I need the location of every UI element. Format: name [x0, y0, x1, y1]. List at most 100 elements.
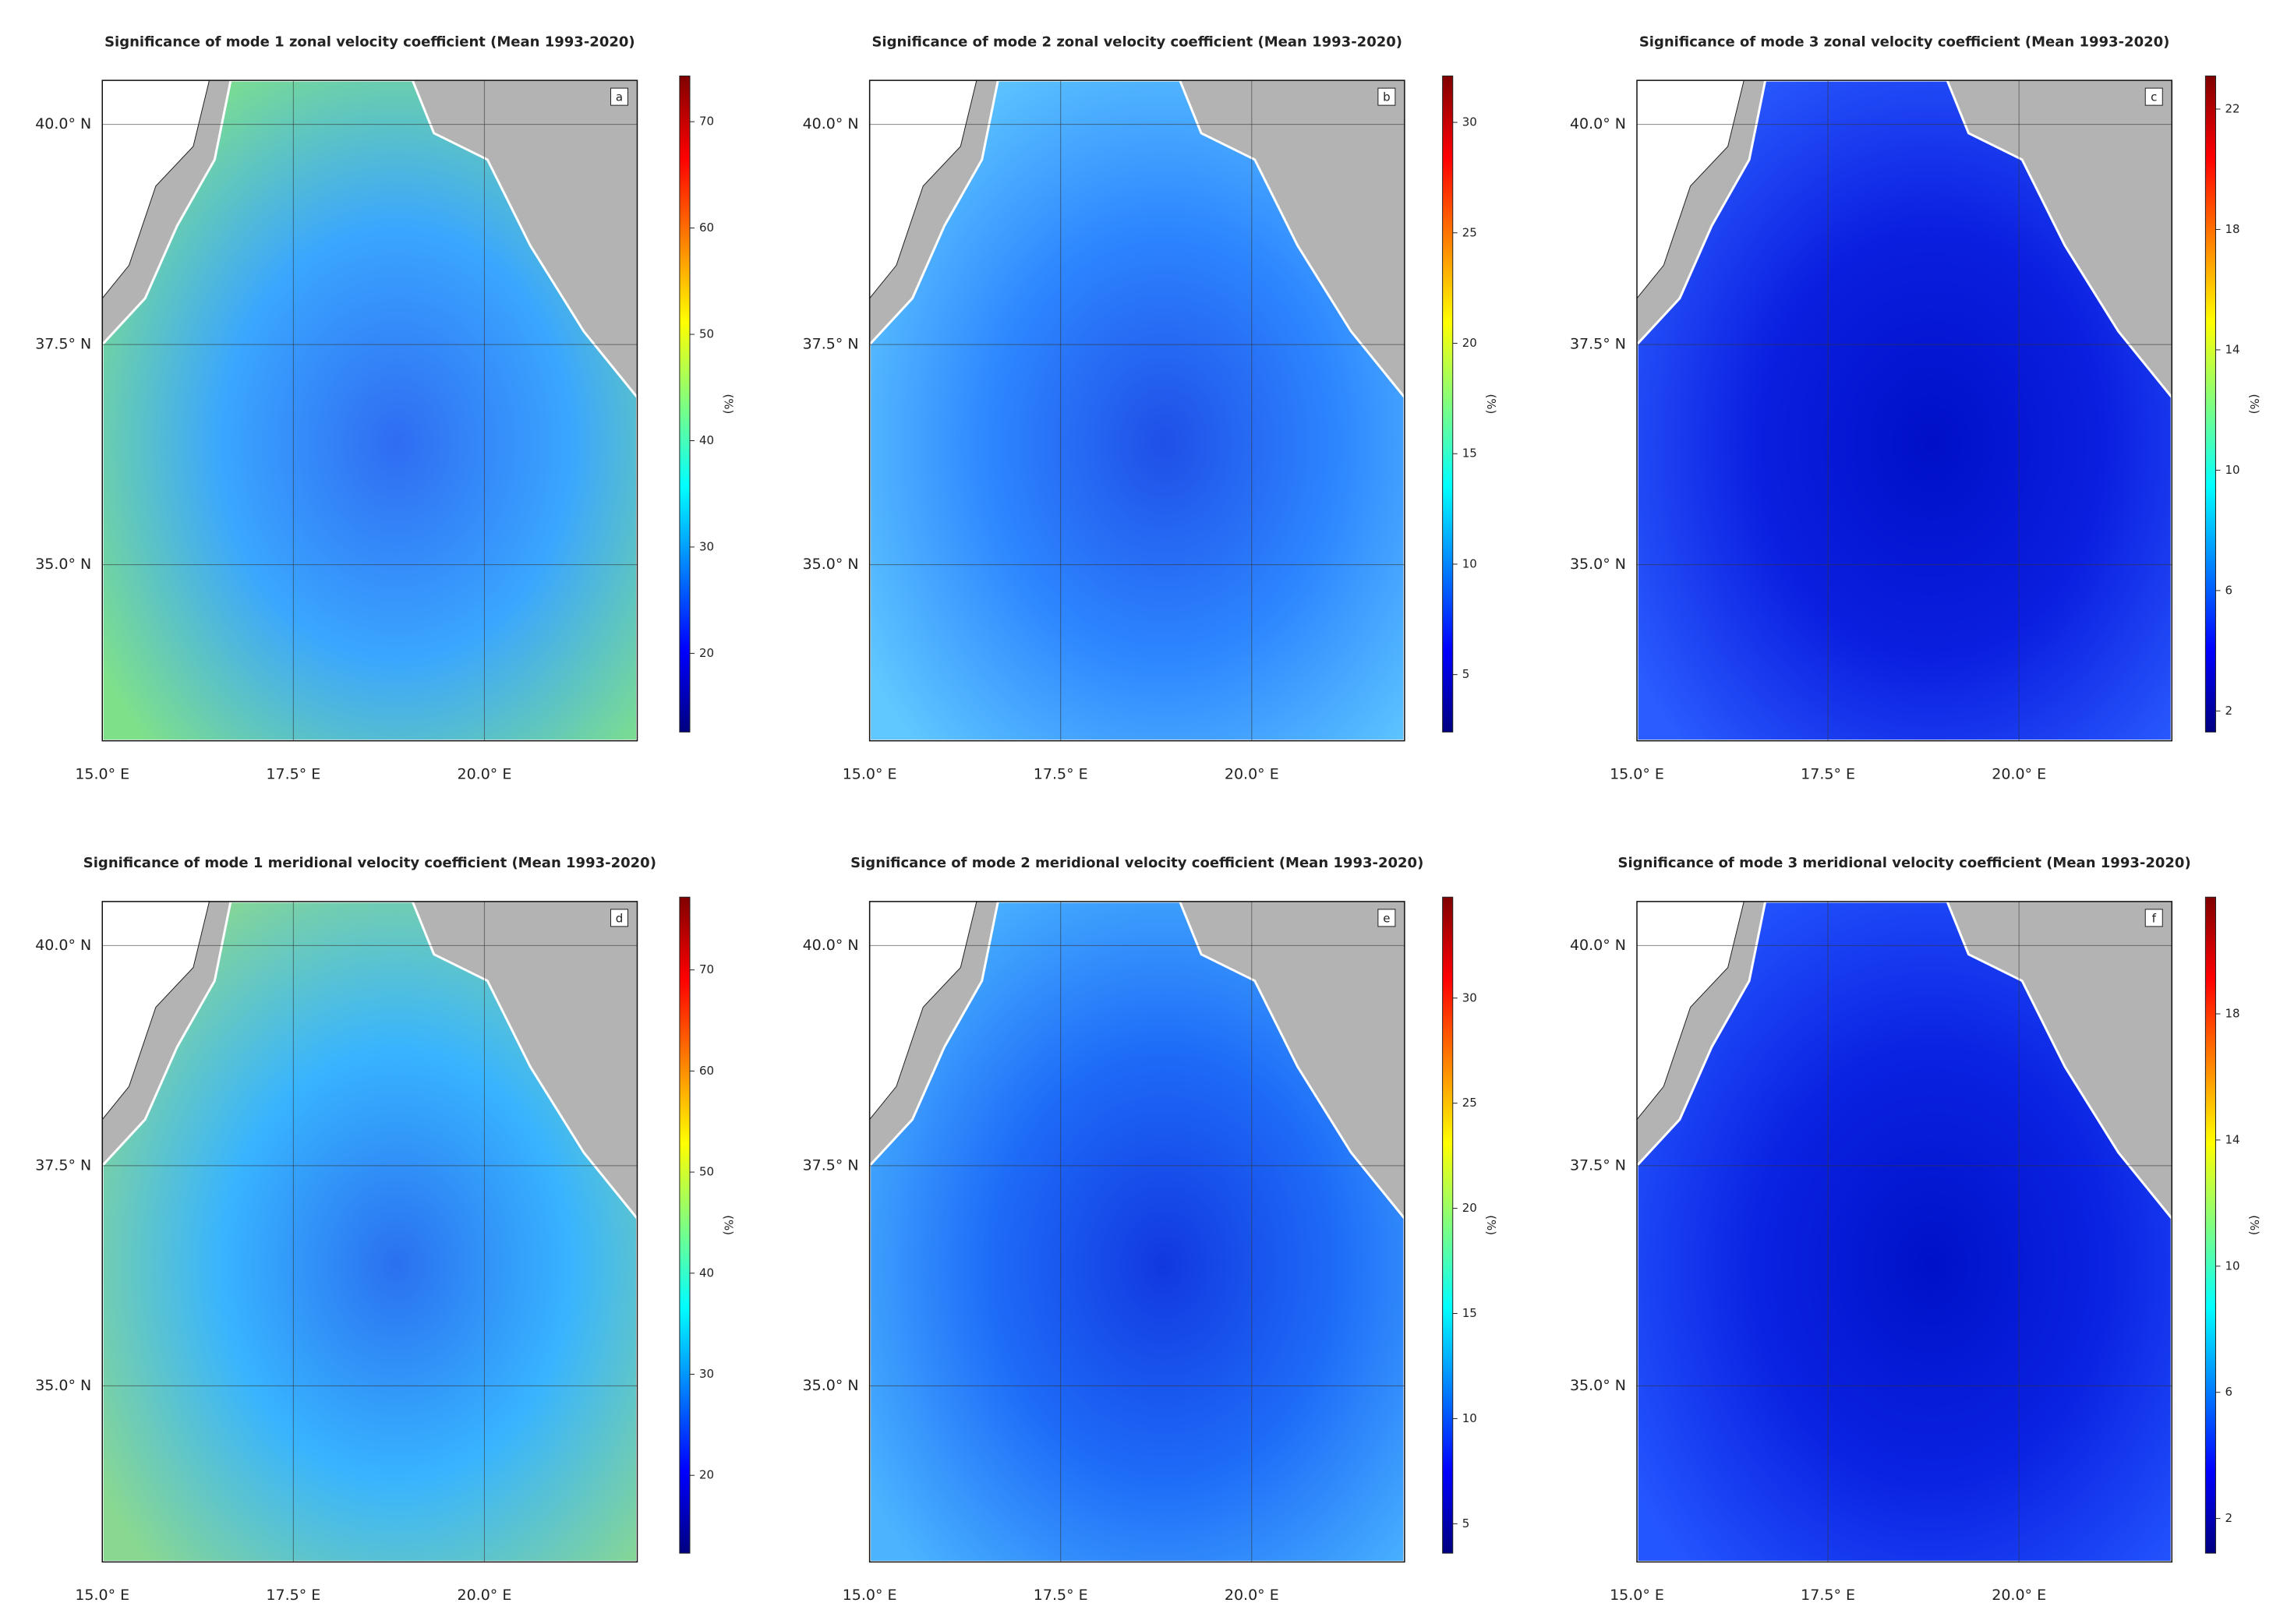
colorbar-tick-label: 5 [1462, 1516, 1470, 1530]
x-tick-label: 17.5° E [1801, 1587, 1855, 1604]
colorbar-tick-label: 40 [699, 1266, 714, 1280]
panel-title: Significance of mode 2 zonal velocity co… [871, 34, 1402, 50]
colorbar-tick-label: 60 [699, 1064, 714, 1078]
colorbar-tick-label: 25 [1462, 1096, 1477, 1110]
x-tick-label: 15.0° E [843, 1587, 897, 1604]
y-tick-label: 35.0° N [1570, 1377, 1626, 1394]
colorbar [679, 76, 691, 733]
panel-title: Significance of mode 3 zonal velocity co… [1639, 34, 2170, 50]
panel-label: b [1383, 90, 1391, 104]
colorbar-label: (%) [2247, 394, 2261, 414]
x-tick-label: 17.5° E [266, 765, 320, 782]
panel: Significance of mode 2 meridional veloci… [803, 855, 1498, 1604]
x-tick-label: 20.0° E [457, 1587, 511, 1604]
map-frame [868, 901, 1405, 1563]
colorbar-tick-label: 5 [1462, 667, 1470, 681]
x-tick-label: 20.0° E [457, 765, 511, 782]
y-tick-label: 35.0° N [803, 1377, 859, 1394]
colorbar-tick-label: 10 [1462, 556, 1477, 570]
x-tick-label: 17.5° E [1034, 1587, 1088, 1604]
y-tick-label: 40.0° N [35, 937, 91, 954]
panel: Significance of mode 2 zonal velocity co… [803, 34, 1498, 782]
colorbar-tick-label: 14 [2225, 1132, 2240, 1146]
colorbar-tick-label: 10 [2225, 1259, 2240, 1273]
colorbar-label: (%) [1484, 1215, 1498, 1235]
panel-title: Significance of mode 2 meridional veloci… [850, 855, 1423, 871]
panel-label-box [1377, 909, 1396, 927]
y-tick-label: 35.0° N [803, 556, 859, 573]
colorbar-tick-label: 6 [2225, 583, 2233, 597]
x-tick-label: 20.0° E [1225, 765, 1279, 782]
colorbar-tick-label: 20 [1462, 336, 1477, 350]
y-tick-label: 35.0° N [35, 556, 91, 573]
colorbar-tick-label: 22 [2225, 101, 2240, 115]
panel-label-box [2144, 87, 2163, 106]
colorbar [2204, 896, 2216, 1554]
colorbar-tick-label: 18 [2225, 222, 2240, 236]
x-tick-label: 17.5° E [1034, 765, 1088, 782]
colorbar [1442, 76, 1454, 733]
x-tick-label: 15.0° E [75, 1587, 129, 1604]
panel-title: Significance of mode 3 meridional veloci… [1618, 855, 2191, 871]
colorbar-tick-label: 20 [699, 646, 714, 660]
colorbar-tick-label: 30 [699, 539, 714, 553]
y-tick-label: 37.5° N [803, 1156, 859, 1174]
colorbar-tick-label: 50 [699, 1165, 714, 1179]
panel-label: f [2152, 911, 2157, 925]
panel: Significance of mode 1 meridional veloci… [35, 855, 735, 1604]
colorbar-tick-label: 40 [699, 433, 714, 447]
y-tick-label: 40.0° N [35, 115, 91, 132]
colorbar-tick-label: 14 [2225, 342, 2240, 356]
y-tick-label: 37.5° N [1570, 336, 1626, 353]
y-tick-label: 37.5° N [35, 336, 91, 353]
colorbar-label: (%) [1484, 394, 1498, 414]
map-frame [1636, 79, 2172, 742]
y-tick-label: 35.0° N [1570, 556, 1626, 573]
y-tick-label: 37.5° N [1570, 1156, 1626, 1174]
panel-label-box [1377, 87, 1396, 106]
colorbar-tick-label: 70 [699, 115, 714, 129]
colorbar-tick-label: 20 [699, 1468, 714, 1482]
x-tick-label: 20.0° E [1992, 1587, 2046, 1604]
panel-title: Significance of mode 1 meridional veloci… [83, 855, 656, 871]
y-tick-label: 40.0° N [1570, 115, 1626, 132]
panel-label-box [610, 87, 628, 106]
map-frame [1636, 901, 2172, 1563]
panel-label: c [2151, 90, 2157, 104]
colorbar-tick-label: 30 [699, 1367, 714, 1381]
y-tick-label: 40.0° N [803, 937, 859, 954]
x-tick-label: 15.0° E [1610, 765, 1664, 782]
colorbar-label: (%) [721, 1215, 735, 1235]
colorbar-tick-label: 60 [699, 221, 714, 235]
x-tick-label: 17.5° E [266, 1587, 320, 1604]
colorbar-tick-label: 6 [2225, 1385, 2233, 1399]
colorbar-tick-label: 2 [2225, 1511, 2233, 1525]
y-tick-label: 40.0° N [1570, 937, 1626, 954]
colorbar-tick-label: 2 [2225, 704, 2233, 718]
panel-label-box [2144, 909, 2163, 927]
colorbar-tick-label: 30 [1462, 990, 1477, 1004]
panel-label: d [616, 911, 624, 925]
map-frame [868, 79, 1405, 742]
colorbar-tick-label: 25 [1462, 225, 1477, 239]
panel-label: e [1383, 911, 1390, 925]
map-frame [101, 901, 638, 1563]
colorbar-tick-label: 70 [699, 962, 714, 976]
colorbar-tick-label: 50 [699, 327, 714, 341]
panel-title: Significance of mode 1 zonal velocity co… [104, 34, 635, 50]
colorbar-tick-label: 30 [1462, 115, 1477, 129]
y-tick-label: 37.5° N [803, 336, 859, 353]
colorbar-tick-label: 18 [2225, 1007, 2240, 1021]
panel-label-box [610, 909, 628, 927]
colorbar [679, 896, 691, 1554]
x-tick-label: 15.0° E [75, 765, 129, 782]
y-tick-label: 40.0° N [803, 115, 859, 132]
colorbar-label: (%) [721, 394, 735, 414]
x-tick-label: 17.5° E [1801, 765, 1855, 782]
colorbar [1442, 896, 1454, 1554]
y-tick-label: 35.0° N [35, 1377, 91, 1394]
panel: Significance of mode 1 zonal velocity co… [35, 34, 735, 782]
colorbar-tick-label: 20 [1462, 1201, 1477, 1215]
map-frame [101, 79, 638, 742]
